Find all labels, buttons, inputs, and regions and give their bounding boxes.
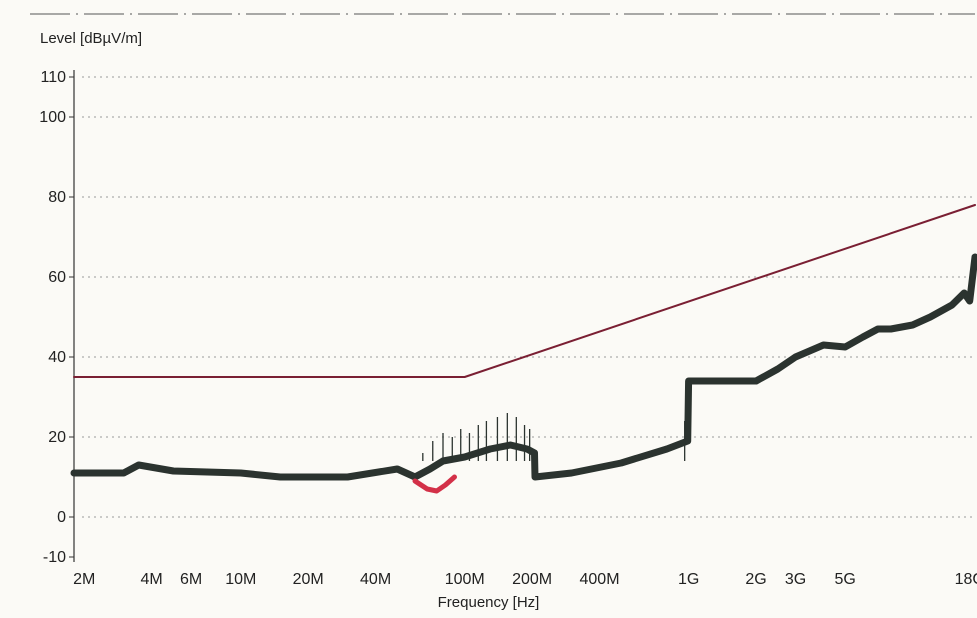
x-tick-label-2: 6M <box>180 571 202 588</box>
x-tick-label-1: 4M <box>141 571 163 588</box>
x-tick-label-8: 400M <box>580 571 620 588</box>
x-tick-label-0: 2M <box>73 571 95 588</box>
y-axis-label: Level [dBµV/m] <box>40 30 143 47</box>
series-line-2 <box>412 474 457 494</box>
x-tick-label-3: 10M <box>225 571 256 588</box>
series-lines <box>70 204 977 494</box>
x-tick-label-6: 100M <box>445 571 485 588</box>
y-tick-label-3: 60 <box>48 269 66 286</box>
x-tick-labels: 2M 4M 6M 10M 20M 40M 100M 200M 400M 1G 2G 3G 5G 18G <box>73 571 977 588</box>
series-line-0 <box>73 204 976 378</box>
y-tick-label-1: 100 <box>39 109 66 126</box>
x-tick-label-13: 18G <box>955 571 977 588</box>
series-line-1 <box>70 253 977 481</box>
grid-lines <box>82 76 975 518</box>
y-tick-label-2: 80 <box>48 189 66 206</box>
y-tick-label-4: 40 <box>48 349 66 366</box>
x-tick-label-5: 40M <box>360 571 391 588</box>
x-axis-label: Frequency [Hz] <box>437 594 540 611</box>
y-tick-label-7: -10 <box>43 549 66 566</box>
y-tick-labels: 110 100 80 60 40 20 0 -10 <box>39 69 74 566</box>
y-tick-label-0: 110 <box>40 69 66 86</box>
x-tick-label-11: 3G <box>785 571 806 588</box>
spike-marks <box>422 413 686 461</box>
y-tick-label-6: 0 <box>57 509 66 526</box>
x-tick-label-10: 2G <box>745 571 766 588</box>
x-tick-label-9: 1G <box>678 571 699 588</box>
x-tick-label-12: 5G <box>834 571 855 588</box>
x-tick-label-4: 20M <box>293 571 324 588</box>
x-tick-label-7: 200M <box>512 571 552 588</box>
y-tick-label-5: 20 <box>48 429 66 446</box>
